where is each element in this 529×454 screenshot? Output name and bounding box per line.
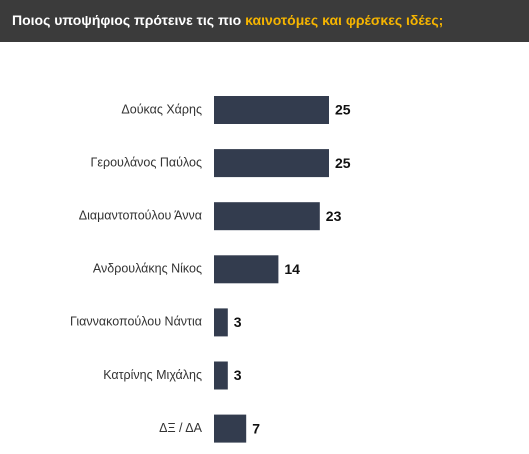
value-label: 25 bbox=[335, 155, 351, 171]
bar bbox=[214, 255, 279, 284]
bar bbox=[214, 149, 329, 178]
value-label: 3 bbox=[234, 367, 242, 383]
category-label: Δούκας Χάρης bbox=[121, 102, 202, 116]
bar bbox=[214, 308, 228, 337]
bar bbox=[214, 361, 228, 390]
category-label: ΔΞ / ΔΑ bbox=[159, 421, 203, 435]
value-label: 14 bbox=[284, 261, 300, 277]
value-label: 3 bbox=[234, 314, 242, 330]
category-label: Κατρίνης Μιχάλης bbox=[103, 368, 202, 382]
bar bbox=[214, 202, 320, 231]
title-highlight: καινοτόμες και φρέσκες ιδέες; bbox=[245, 12, 443, 28]
chart-title: Ποιος υποψήφιος πρότεινε τις πιο καινοτόμ… bbox=[12, 12, 443, 28]
bar bbox=[214, 96, 329, 124]
title-main: Ποιος υποψήφιος πρότεινε τις πιο bbox=[12, 12, 241, 28]
value-label: 7 bbox=[252, 420, 260, 436]
category-label: Γερουλάνος Παύλος bbox=[91, 155, 202, 169]
value-label: 23 bbox=[326, 208, 342, 224]
value-label: 25 bbox=[335, 102, 351, 118]
category-label: Διαμαντοπούλου Άννα bbox=[79, 208, 202, 222]
bar bbox=[214, 414, 247, 443]
category-label: Γιαννακοπούλου Νάντια bbox=[70, 315, 202, 329]
category-label: Ανδρουλάκης Νίκος bbox=[93, 262, 202, 276]
header-bar bbox=[0, 0, 529, 42]
